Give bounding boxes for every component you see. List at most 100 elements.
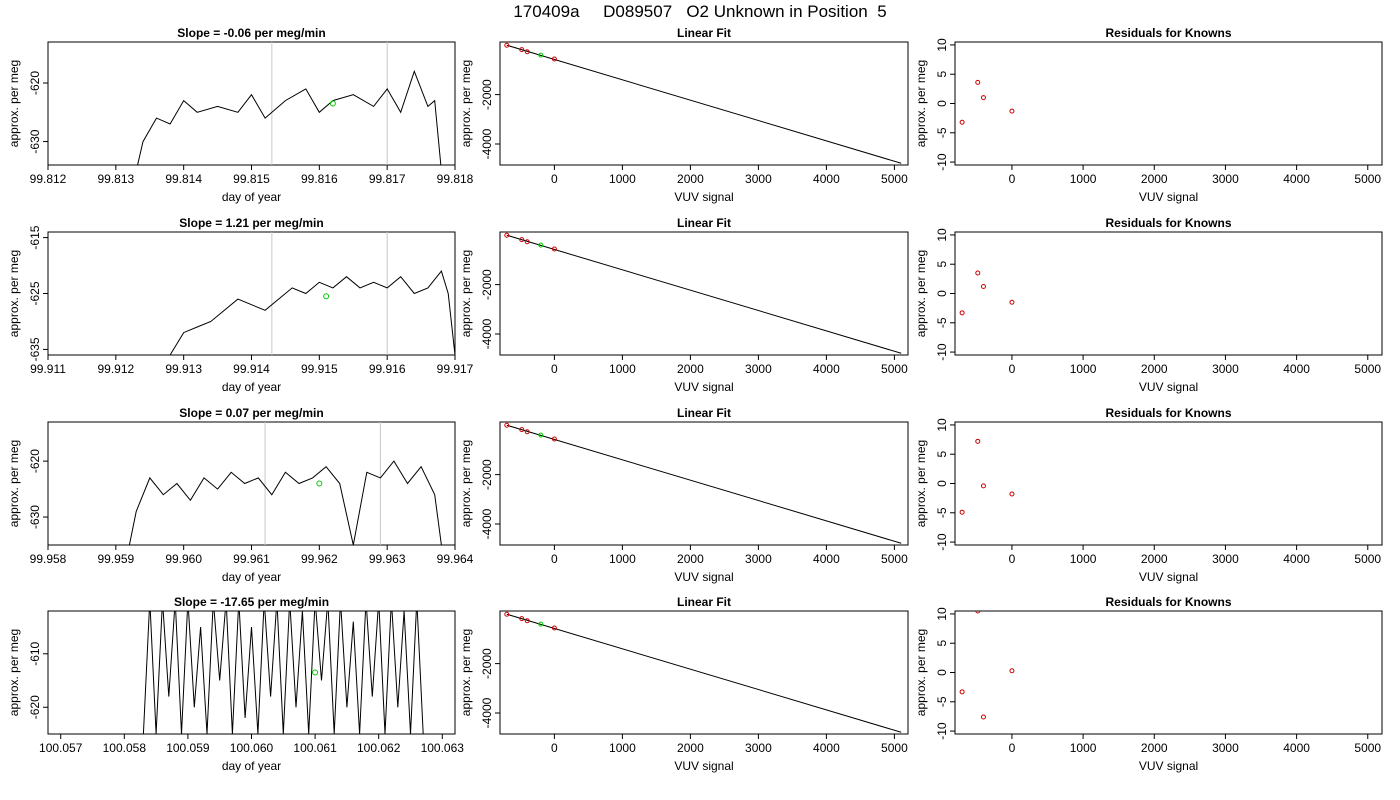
x-tick-label: 99.961 xyxy=(233,552,270,566)
y-axis-label: approx. per meg xyxy=(7,629,21,716)
plot-frame xyxy=(47,41,456,166)
x-tick-label: 100.059 xyxy=(166,741,210,755)
residual-point xyxy=(959,310,965,316)
x-tick-label: 99.915 xyxy=(301,362,338,376)
panel-1-1: Slope = -0.06 per meg/min 99.812 99.813 99.… xyxy=(7,26,474,204)
mean-point xyxy=(323,293,330,300)
y-axis-label: approx. per meg xyxy=(914,629,928,716)
y-axis-label: approx. per meg xyxy=(459,60,473,147)
x-tick-label: 99.812 xyxy=(30,172,67,186)
x-tick-label: 2000 xyxy=(677,741,704,755)
x-tick-label: 5000 xyxy=(881,552,908,566)
x-tick-label: 0 xyxy=(551,362,558,376)
panel-title: Linear Fit xyxy=(677,406,731,420)
known-point xyxy=(524,49,530,55)
known-point xyxy=(504,42,510,48)
x-tick-label: 4000 xyxy=(1283,362,1310,376)
known-point xyxy=(519,427,525,433)
x-tick-label: 99.964 xyxy=(437,552,474,566)
y-tick-label: -635 xyxy=(28,337,42,361)
fit-line xyxy=(506,234,902,354)
y-tick-label: -620 xyxy=(28,71,42,95)
x-tick-label: 3000 xyxy=(745,362,772,376)
x-tick-label: 2000 xyxy=(677,362,704,376)
x-axis-label: VUV signal xyxy=(674,380,733,394)
known-point xyxy=(504,422,510,428)
x-tick-label: 100.058 xyxy=(103,741,147,755)
fit-line xyxy=(506,613,902,733)
known-point xyxy=(524,618,530,624)
x-tick-label: 1000 xyxy=(1070,362,1097,376)
panel-title: Slope = 0.07 per meg/min xyxy=(179,406,323,420)
y-axis-label: approx. per meg xyxy=(459,250,473,337)
x-tick-label: 5000 xyxy=(1354,362,1381,376)
x-tick-label: 5000 xyxy=(881,172,908,186)
known-point xyxy=(519,616,525,622)
x-tick-label: 4000 xyxy=(1283,741,1310,755)
x-axis-label: day of year xyxy=(222,759,281,773)
mean-point xyxy=(316,480,323,487)
y-tick-label: -4000 xyxy=(480,508,494,539)
residual-point xyxy=(959,119,965,125)
y-tick-label: -610 xyxy=(28,641,42,665)
plot-area xyxy=(959,438,1015,515)
panel-title: Residuals for Knowns xyxy=(1105,595,1231,609)
residual-point xyxy=(980,95,986,101)
x-tick-label: 3000 xyxy=(1212,172,1239,186)
x-tick-label: 0 xyxy=(1009,172,1016,186)
residual-point xyxy=(1009,108,1015,114)
series-line xyxy=(128,460,442,545)
figure-title: 170409a D089507 O2 Unknown in Position 5 xyxy=(513,2,887,21)
y-tick-label: -2000 xyxy=(480,269,494,300)
plot-area xyxy=(137,42,442,165)
known-point xyxy=(504,232,510,238)
y-tick-label: 10 xyxy=(935,418,949,432)
x-tick-label: 1000 xyxy=(1070,552,1097,566)
y-tick-label: -5 xyxy=(935,696,949,707)
plot-frame xyxy=(499,610,909,735)
x-tick-label: 99.815 xyxy=(233,172,270,186)
x-tick-label: 4000 xyxy=(813,741,840,755)
x-tick-label: 99.817 xyxy=(369,172,406,186)
y-tick-label: -4000 xyxy=(480,697,494,728)
x-tick-label: 99.816 xyxy=(301,172,338,186)
plot-area xyxy=(504,42,902,164)
residual-point xyxy=(959,689,965,695)
x-tick-label: 99.960 xyxy=(165,552,202,566)
y-tick-label: -4000 xyxy=(480,128,494,159)
x-axis-label: VUV signal xyxy=(1139,570,1198,584)
series-line xyxy=(169,270,455,355)
y-axis-label: approx. per meg xyxy=(914,440,928,527)
x-tick-label: 3000 xyxy=(745,741,772,755)
mean-point xyxy=(329,100,336,107)
y-axis-label: approx. per meg xyxy=(459,440,473,527)
panel-title: Linear Fit xyxy=(677,216,731,230)
y-tick-label: -5 xyxy=(935,317,949,328)
x-tick-label: 99.963 xyxy=(369,552,406,566)
y-tick-label: -5 xyxy=(935,127,949,138)
x-tick-label: 5000 xyxy=(1354,552,1381,566)
y-tick-label: -620 xyxy=(28,449,42,473)
residual-point xyxy=(980,283,986,289)
x-tick-label: 100.061 xyxy=(293,741,337,755)
x-axis-label: day of year xyxy=(222,190,281,204)
residual-point xyxy=(980,483,986,489)
panel-4-3: Residuals for Knowns 0 1000 2000 3000 4000 500… xyxy=(914,595,1383,773)
y-axis-label: approx. per meg xyxy=(914,60,928,147)
panel-3-2: Linear Fit 0 1000 2000 3000 4000 5000 -4000 -200… xyxy=(459,406,909,584)
panel-title: Slope = -17.65 per meg/min xyxy=(174,595,329,609)
plot-area xyxy=(504,422,902,544)
y-axis-label: approx. per meg xyxy=(459,629,473,716)
x-tick-label: 3000 xyxy=(745,552,772,566)
series-line xyxy=(137,69,442,165)
unknown-point xyxy=(538,242,544,248)
mean-point xyxy=(312,669,319,676)
x-tick-label: 100.060 xyxy=(230,741,274,755)
panel-2-3: Residuals for Knowns 0 1000 2000 3000 4000 500… xyxy=(914,216,1383,394)
x-tick-label: 0 xyxy=(1009,362,1016,376)
y-tick-label: -10 xyxy=(935,722,949,740)
panel-title: Linear Fit xyxy=(677,26,731,40)
plot-frame xyxy=(954,41,1383,166)
y-tick-label: 0 xyxy=(935,290,949,297)
